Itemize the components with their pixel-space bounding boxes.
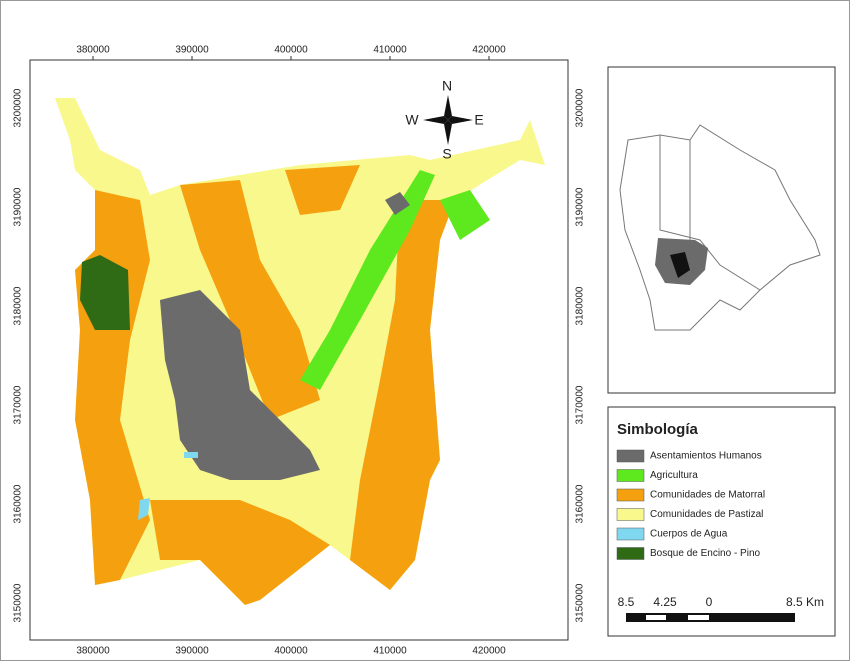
- inset-map: [619, 124, 821, 331]
- scale-bar-body: [626, 613, 795, 622]
- urban-north: [385, 192, 410, 215]
- compass-point: [444, 95, 452, 120]
- legend-frame: [607, 406, 836, 637]
- compass-rose: N S W E: [405, 78, 483, 162]
- matorral-north: [285, 165, 360, 215]
- scale-bar-segment: [646, 615, 666, 620]
- compass-point: [448, 116, 473, 124]
- scale-label: 4.25: [653, 595, 677, 609]
- scale-labels: 8.5 4.25 0 8.5 Km: [618, 595, 824, 609]
- legend-swatch: [616, 449, 645, 463]
- x-coordinate-bottom: 390000: [175, 646, 209, 657]
- legend-swatch: [616, 547, 645, 560]
- x-coordinate-top: 390000: [175, 45, 209, 56]
- y-coordinate-left: 3200000: [13, 88, 24, 127]
- legend-items: Asentamientos Humanos Agricultura Comunida…: [616, 449, 765, 560]
- inset-outline: [619, 124, 821, 331]
- scale-label: 8.5: [618, 595, 635, 609]
- compass-n: N: [442, 78, 452, 94]
- y-coordinate-left: 3150000: [13, 583, 24, 622]
- legend-swatch: [616, 488, 645, 502]
- scale-bar: [626, 613, 795, 622]
- forest-patch: [80, 255, 130, 330]
- y-coordinate-right: 3180000: [575, 286, 586, 325]
- y-coordinate-right: 3160000: [575, 484, 586, 523]
- legend-title: Simbología: [617, 421, 698, 438]
- x-coordinate-bottom: 410000: [373, 646, 407, 657]
- legend-swatch: [616, 527, 645, 541]
- x-coordinate-top: 380000: [76, 45, 110, 56]
- y-coordinate-left: 3190000: [13, 187, 24, 226]
- legend-label: Comunidades de Matorral: [650, 490, 765, 501]
- scale-bar-segment: [688, 615, 709, 620]
- y-coordinate-left: 3170000: [13, 385, 24, 424]
- water-body: [184, 452, 198, 458]
- matorral-south: [150, 500, 330, 605]
- y-coordinate-left: 3180000: [13, 286, 24, 325]
- y-coordinate-right: 3170000: [575, 385, 586, 424]
- urban-area: [160, 290, 320, 480]
- x-coordinate-top: 410000: [373, 45, 407, 56]
- x-coordinate-bottom: 420000: [472, 646, 506, 657]
- x-coordinate-bottom: 400000: [274, 646, 308, 657]
- y-coordinate-right: 3190000: [575, 187, 586, 226]
- compass-point: [423, 116, 448, 124]
- agricultura-strip: [300, 170, 435, 390]
- water-body: [138, 498, 150, 520]
- scale-label: 8.5 Km: [786, 595, 824, 609]
- x-coordinate-bottom: 380000: [76, 646, 110, 657]
- inset-boundary: [659, 135, 761, 291]
- compass-s: S: [442, 146, 451, 162]
- legend-label: Asentamientos Humanos: [650, 451, 762, 462]
- inset-frame: [607, 66, 836, 394]
- scale-label: 0: [706, 595, 713, 609]
- inset-urban: [670, 252, 690, 278]
- matorral-east: [350, 200, 455, 590]
- y-coordinate-right: 3150000: [575, 583, 586, 622]
- x-coordinate-top: 420000: [472, 45, 506, 56]
- legend-label: Bosque de Encino - Pino: [650, 548, 761, 559]
- y-coordinate-right: 3200000: [575, 88, 586, 127]
- agricultura-patch: [440, 190, 490, 240]
- matorral-stripe: [180, 180, 320, 420]
- land-cover-map: [55, 98, 545, 605]
- compass-e: E: [474, 112, 483, 128]
- legend-label: Comunidades de Pastizal: [650, 509, 763, 520]
- coordinate-labels: 380000 380000 390000 390000 400000 400000 4100…: [13, 45, 586, 657]
- legend-swatch: [616, 469, 645, 482]
- compass-w: W: [405, 112, 419, 128]
- y-coordinate-left: 3160000: [13, 484, 24, 523]
- x-coordinate-top: 400000: [274, 45, 308, 56]
- legend-label: Cuerpos de Agua: [650, 529, 728, 540]
- legend-label: Agricultura: [650, 470, 698, 481]
- legend-swatch: [616, 508, 645, 521]
- compass-point: [444, 120, 452, 145]
